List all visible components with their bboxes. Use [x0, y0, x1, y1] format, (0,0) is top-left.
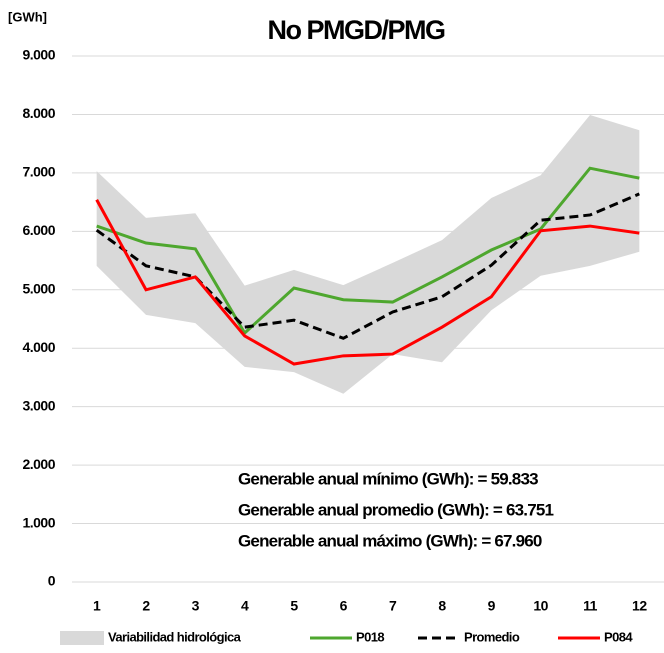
y-tick-label: 7.000 — [22, 164, 55, 180]
y-tick-label: 2.000 — [22, 456, 55, 472]
y-tick-label: 6.000 — [22, 222, 55, 238]
series-line — [95, 192, 640, 340]
annotation: Generable anual máximo (GWh): = 67.960 — [238, 531, 542, 550]
legend-swatch — [60, 631, 104, 645]
band-area — [96, 115, 640, 394]
x-tick-label: 12 — [632, 598, 647, 614]
x-tick-label: 8 — [438, 598, 446, 614]
x-tick-label: 6 — [340, 598, 348, 614]
legend-label: Variabilidad hidrológica — [108, 629, 242, 644]
chart-title: No PMGD/PMG — [268, 15, 445, 45]
x-tick-label: 3 — [192, 598, 200, 614]
y-tick-label: 8.000 — [22, 105, 55, 121]
x-tick-label: 9 — [488, 598, 496, 614]
y-tick-label: 5.000 — [22, 280, 55, 296]
y-axis-label: [GWh] — [8, 9, 47, 24]
legend-label: P018 — [356, 629, 384, 644]
annotation: Generable anual promedio (GWh): = 63.751 — [238, 500, 554, 519]
legend-label: P084 — [604, 629, 633, 644]
x-tick-label: 2 — [142, 598, 150, 614]
x-tick-label: 10 — [533, 598, 548, 614]
y-tick-label: 0 — [48, 573, 56, 589]
x-tick-label: 1 — [93, 598, 101, 614]
y-tick-label: 9.000 — [22, 47, 55, 63]
y-tick-label: 4.000 — [22, 339, 55, 355]
x-tick-label: 7 — [389, 598, 397, 614]
x-tick-label: 11 — [583, 598, 598, 614]
y-tick-label: 3.000 — [22, 397, 55, 413]
x-tick-label: 4 — [241, 598, 249, 614]
series-line — [95, 199, 640, 366]
x-tick-label: 5 — [290, 598, 298, 614]
annotation: Generable anual mínimo (GWh): = 59.833 — [238, 469, 538, 488]
legend-label: Promedio — [464, 629, 520, 644]
y-tick-label: 1.000 — [22, 514, 55, 530]
